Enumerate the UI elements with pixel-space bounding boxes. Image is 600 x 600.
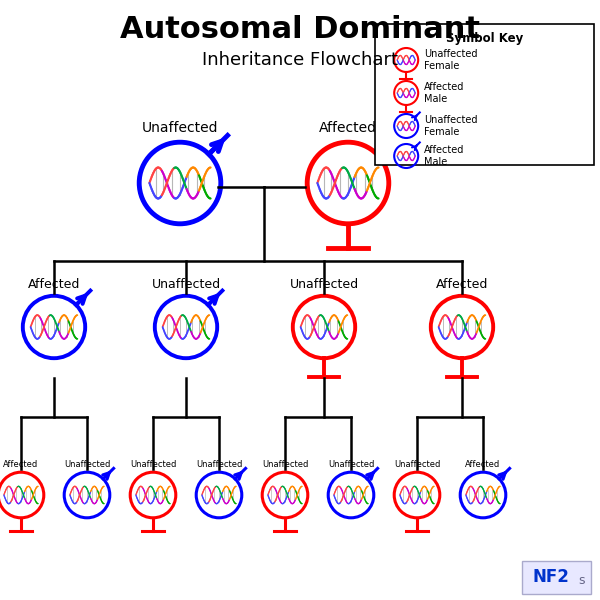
Text: Unaffected: Unaffected xyxy=(289,278,359,291)
Text: Symbol Key: Symbol Key xyxy=(446,32,523,45)
Text: Unaffected: Unaffected xyxy=(130,460,176,469)
Text: Affected: Affected xyxy=(4,460,38,469)
FancyBboxPatch shape xyxy=(375,24,594,165)
Text: Unaffected: Unaffected xyxy=(196,460,242,469)
Text: Unaffected
Female: Unaffected Female xyxy=(424,49,478,71)
Text: Unaffected: Unaffected xyxy=(64,460,110,469)
Text: s: s xyxy=(578,574,584,587)
Text: NF2: NF2 xyxy=(532,568,569,586)
Text: Affected: Affected xyxy=(28,278,80,291)
Text: Unaffected: Unaffected xyxy=(328,460,374,469)
Text: Affected: Affected xyxy=(436,278,488,291)
Text: Affected
Male: Affected Male xyxy=(424,145,464,167)
Text: Inheritance Flowchart: Inheritance Flowchart xyxy=(202,51,398,69)
Text: Unaffected
Female: Unaffected Female xyxy=(424,115,478,137)
Text: Unaffected: Unaffected xyxy=(142,121,218,135)
Text: Affected: Affected xyxy=(466,460,500,469)
FancyBboxPatch shape xyxy=(522,561,591,594)
Text: Affected
Male: Affected Male xyxy=(424,82,464,104)
Text: Unaffected: Unaffected xyxy=(262,460,308,469)
Text: Unaffected: Unaffected xyxy=(151,278,221,291)
Text: Unaffected: Unaffected xyxy=(394,460,440,469)
Text: Affected: Affected xyxy=(319,121,377,135)
Text: Autosomal Dominant: Autosomal Dominant xyxy=(120,15,480,44)
